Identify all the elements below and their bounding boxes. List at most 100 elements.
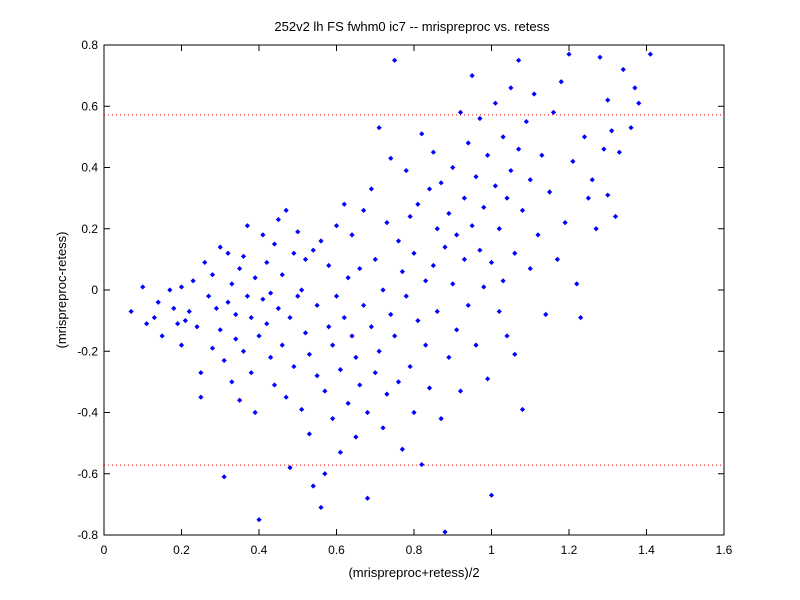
data-point xyxy=(380,287,386,293)
data-point xyxy=(314,373,320,379)
chart-title: 252v2 lh FS fwhm0 ic7 -- mrispreproc vs.… xyxy=(274,19,550,34)
tick-marks xyxy=(103,44,725,536)
data-point xyxy=(519,406,526,413)
data-point xyxy=(434,226,440,232)
data-point xyxy=(531,91,537,97)
data-point xyxy=(376,348,382,354)
data-point xyxy=(395,238,402,244)
data-point xyxy=(256,333,262,339)
data-point xyxy=(287,314,293,321)
data-point xyxy=(465,140,471,146)
data-point xyxy=(333,223,340,229)
data-point xyxy=(221,357,227,364)
data-point xyxy=(512,351,518,357)
data-point xyxy=(632,85,638,91)
data-point xyxy=(407,363,413,370)
data-point xyxy=(217,327,223,333)
y-tick-label: 0.8 xyxy=(81,38,98,52)
data-point xyxy=(547,189,553,195)
data-point xyxy=(264,321,270,327)
data-point xyxy=(302,256,309,262)
data-point xyxy=(144,321,150,327)
data-point xyxy=(454,232,460,238)
data-point xyxy=(442,529,448,535)
x-tick-label: 1.2 xyxy=(561,543,578,557)
data-point xyxy=(539,152,545,158)
data-point xyxy=(310,483,316,489)
x-tick-label: 0 xyxy=(101,543,108,557)
data-point xyxy=(384,220,390,226)
data-point xyxy=(581,134,588,140)
data-point xyxy=(364,495,371,501)
data-point xyxy=(601,146,607,152)
data-point xyxy=(357,382,363,388)
data-point xyxy=(209,345,216,351)
data-point xyxy=(570,158,576,164)
data-point xyxy=(240,253,247,259)
data-point xyxy=(589,177,595,183)
data-point xyxy=(446,354,452,360)
y-tick-label: 0.6 xyxy=(81,99,98,113)
data-point xyxy=(268,290,274,296)
x-tick-labels: 0 0.2 0.4 0.6 0.8 1 1.2 1.4 1.6 xyxy=(101,543,733,557)
x-tick-label: 1.6 xyxy=(716,543,733,557)
data-point xyxy=(368,324,374,330)
data-point xyxy=(244,223,250,229)
x-tick-label: 0.6 xyxy=(328,543,345,557)
data-point xyxy=(221,474,227,480)
data-point xyxy=(380,425,386,431)
data-point xyxy=(271,382,278,388)
x-tick-label: 1.4 xyxy=(638,543,655,557)
y-axis-label: (mrispreproc-retess) xyxy=(54,231,69,348)
data-point xyxy=(438,180,444,186)
data-point xyxy=(155,299,161,305)
data-point xyxy=(597,54,603,60)
data-point xyxy=(306,351,312,357)
data-point xyxy=(419,131,425,137)
data-point xyxy=(178,284,185,290)
data-point xyxy=(271,241,278,247)
data-point xyxy=(477,247,483,253)
data-point xyxy=(504,333,510,339)
data-point xyxy=(477,115,483,122)
data-point xyxy=(275,305,281,311)
data-point xyxy=(167,287,173,293)
data-point xyxy=(411,409,417,416)
plot-frame xyxy=(103,44,725,536)
data-point xyxy=(496,308,502,315)
data-point xyxy=(457,388,464,394)
data-point xyxy=(469,223,475,229)
data-point xyxy=(605,192,611,198)
data-point xyxy=(260,296,266,302)
y-tick-labels: 0.8 0.6 0.4 0.2 0 -0.2 -0.4 -0.6 -0.8 xyxy=(77,38,98,542)
x-tick-label: 0.4 xyxy=(251,543,268,557)
data-point xyxy=(392,57,398,63)
data-point xyxy=(457,109,464,115)
data-point xyxy=(423,342,429,348)
data-point xyxy=(178,342,185,348)
data-point xyxy=(647,51,653,57)
data-point xyxy=(399,446,405,452)
data-point xyxy=(248,314,254,321)
data-point xyxy=(341,201,347,207)
data-point xyxy=(256,517,262,523)
data-point xyxy=(353,354,359,360)
data-point xyxy=(337,367,343,373)
data-point xyxy=(240,348,247,354)
data-point xyxy=(512,250,518,256)
y-tick-label: 0.4 xyxy=(81,161,98,175)
data-point xyxy=(523,118,529,125)
data-point xyxy=(516,146,522,152)
data-point xyxy=(229,379,235,385)
data-point xyxy=(209,272,216,278)
data-point xyxy=(264,259,270,266)
data-point xyxy=(426,186,433,192)
data-point xyxy=(423,278,429,284)
data-point xyxy=(190,278,196,284)
data-point xyxy=(310,247,316,253)
data-point xyxy=(233,311,239,318)
data-point xyxy=(361,207,367,213)
y-tick-label: -0.4 xyxy=(77,406,98,420)
data-point xyxy=(465,302,471,308)
data-point xyxy=(151,314,157,321)
